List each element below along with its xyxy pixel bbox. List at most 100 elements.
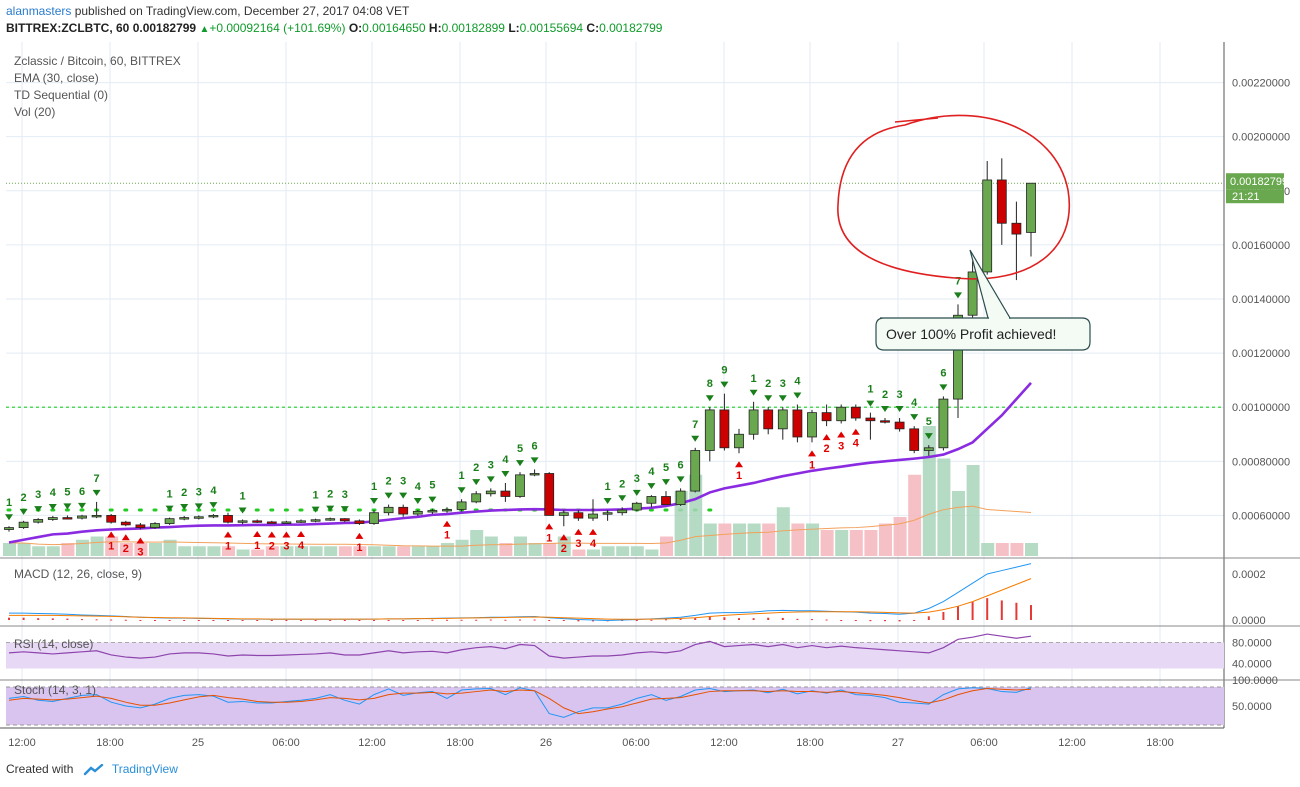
volume-bar (441, 543, 454, 556)
macd-histogram-bar (752, 618, 755, 620)
td-sell-arrow (705, 395, 714, 402)
macd-histogram-bar (154, 620, 156, 621)
volume-bar (324, 546, 338, 556)
td-buy-arrow (808, 450, 816, 457)
volume-bar (806, 523, 819, 556)
macd-histogram-bar (825, 619, 828, 621)
macd-histogram-bar (781, 617, 784, 620)
td-count-label: 5 (663, 462, 669, 474)
macd-histogram-bar (285, 620, 288, 621)
macd-histogram-bar (387, 620, 390, 621)
td-buy-arrow (224, 531, 232, 538)
x-tick-label: 06:00 (622, 737, 650, 749)
macd-histogram-bar (913, 620, 916, 621)
td-buy-arrow (735, 461, 743, 468)
candle-body (748, 409, 759, 435)
candle-body (120, 521, 131, 526)
volume-bar (280, 546, 294, 556)
td-sell-arrow (866, 400, 875, 407)
candle-body (485, 490, 496, 495)
volume-ma-line (9, 505, 1032, 547)
td-count-label: 2 (473, 462, 479, 474)
x-tick-label: 26 (540, 737, 552, 749)
macd-histogram-bar (270, 620, 273, 621)
author-link[interactable]: alanmasters (6, 4, 72, 18)
volume-bar (616, 546, 630, 556)
candle-body (967, 271, 978, 316)
candle-body (515, 474, 525, 497)
tradingview-link[interactable]: TradingView (111, 762, 178, 776)
candle-body (471, 493, 482, 503)
td-sell-arrow (662, 479, 670, 486)
td-count-label: 4 (502, 454, 509, 466)
td-sell-arrow (647, 483, 656, 490)
volume-bar (937, 458, 951, 556)
macd-histogram-bar (373, 620, 375, 621)
macd-histogram-bar (723, 617, 726, 620)
td-sell-arrow (428, 496, 437, 503)
candle-body (266, 521, 277, 524)
td-count-label: 1 (751, 373, 757, 385)
macd-histogram-bar (8, 617, 10, 620)
volume-bar (587, 549, 600, 556)
x-tick-label: 12:00 (1058, 737, 1086, 749)
td-sell-arrow (530, 457, 539, 464)
macd-histogram-bar (971, 601, 974, 620)
y-tick-label: 0.00200000 (1232, 132, 1290, 144)
volume-bar (426, 546, 440, 556)
price-axis: 0.00060000 0.00080000 0.00100000 0.00120000… (1226, 78, 1290, 713)
candle-body (704, 409, 715, 451)
ema-line (8, 381, 1032, 544)
candle-body (500, 490, 511, 497)
candle-body (982, 179, 993, 273)
td-count-label: 1 (444, 530, 450, 542)
td-count-label: 3 (342, 489, 348, 501)
macd-histogram-bar (635, 620, 638, 621)
td-count-label: 4 (853, 438, 860, 450)
td-count-label: 3 (283, 541, 289, 553)
td-count-label: 1 (6, 497, 12, 509)
td-sell-arrow (340, 506, 349, 513)
candle-body (456, 501, 467, 510)
macd-histogram-bar (533, 619, 536, 621)
td-count-label: 3 (488, 459, 494, 471)
td-count-label: 3 (400, 476, 406, 488)
volume-bar (368, 546, 381, 556)
td-sell-arrow (209, 502, 218, 509)
td-sell-arrow (881, 406, 889, 413)
time-axis: 12:00 18:00 25 06:00 12:00 18:00 26 06:00 12:00 1… (8, 737, 1174, 749)
macd-histogram-bar (650, 619, 653, 621)
candle-body (953, 314, 963, 400)
volume-bar (295, 546, 308, 556)
volume-bar (689, 474, 703, 556)
y-tick-label: 0.00220000 (1232, 78, 1290, 90)
candle-body (850, 406, 861, 419)
macd-tick: 0.0002 (1232, 569, 1266, 581)
last-price: 0.00182799 (132, 21, 197, 35)
callout-box (875, 317, 1091, 351)
candle-body (529, 473, 540, 476)
td-sell-arrow (34, 506, 43, 513)
td-sell-arrow (486, 476, 495, 483)
td-count-label: 1 (736, 470, 742, 482)
macd-histogram-bar (884, 620, 886, 622)
volume-bar (338, 546, 352, 556)
macd-histogram-bar (738, 618, 740, 620)
legend-line: Vol (20) (14, 105, 55, 119)
candle-body (617, 509, 628, 514)
td-count-label: 4 (911, 397, 918, 409)
candle-body (164, 518, 175, 524)
highlight-circle (837, 114, 1071, 280)
volume-bar (222, 546, 235, 556)
volume-bar (382, 546, 396, 556)
candle-body (442, 509, 452, 512)
volume-bar (192, 546, 206, 556)
td-count-label: 4 (794, 376, 801, 388)
td-buy-arrow (443, 520, 451, 527)
volume-bar (207, 546, 221, 556)
high-label: H: (428, 21, 442, 35)
x-tick-label: 06:00 (970, 737, 998, 749)
candle-body (339, 518, 350, 522)
td-count-label: 1 (167, 489, 173, 501)
